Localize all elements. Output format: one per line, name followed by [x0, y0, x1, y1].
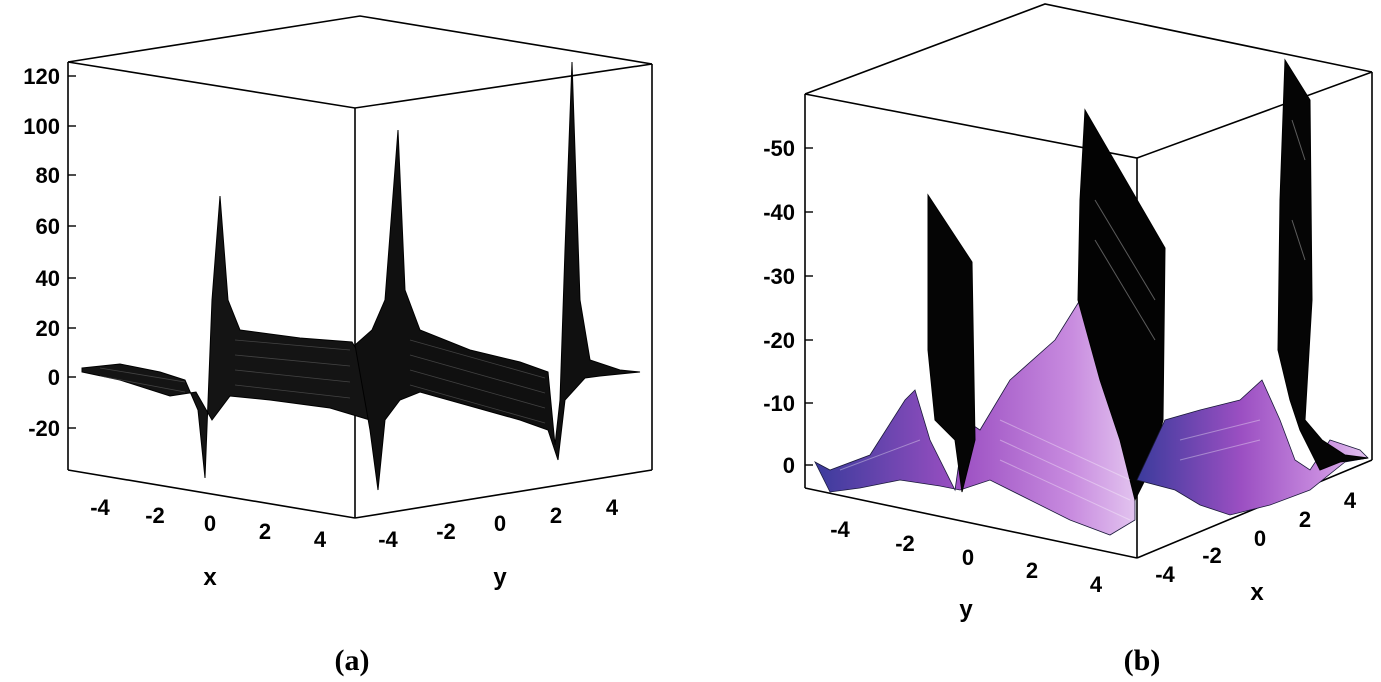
panel-b-z-tick-labels: -50 -40 -30 -20 -10 0 — [763, 136, 795, 478]
z-tick-label: -50 — [763, 136, 795, 161]
panel-b-z-axis-ticks — [805, 147, 813, 466]
x-tick-label: 0 — [204, 511, 216, 536]
surface-b-dark-wall-1 — [927, 193, 976, 493]
y-tick-label: 0 — [494, 511, 506, 536]
z-tick-label: 120 — [23, 64, 60, 89]
y-axis-label: y — [959, 596, 973, 623]
z-tick-label: -40 — [763, 200, 795, 225]
x-axis-label: x — [203, 564, 217, 591]
z-tick-label: 60 — [36, 214, 60, 239]
z-tick-label: -20 — [763, 328, 795, 353]
x-tick-label: 0 — [1254, 526, 1266, 551]
surface-b-right-face — [1136, 379, 1369, 516]
y-tick-label: 2 — [550, 503, 562, 528]
panel-b-y-tick-labels: -4 -2 0 2 4 — [830, 517, 1103, 597]
y-tick-label: 4 — [606, 495, 619, 520]
z-tick-label: 100 — [23, 114, 60, 139]
z-tick-label: 40 — [36, 266, 60, 291]
surface-b-dark-wall-2 — [1077, 108, 1166, 502]
x-tick-label: 4 — [1344, 488, 1357, 513]
x-tick-label: -2 — [145, 503, 165, 528]
x-tick-label: 2 — [259, 519, 271, 544]
x-tick-label: -2 — [1202, 543, 1222, 568]
z-tick-label: -10 — [763, 391, 795, 416]
x-tick-label: 4 — [314, 527, 327, 552]
z-tick-label: -20 — [28, 416, 60, 441]
y-axis-label: y — [493, 564, 507, 591]
surface-a-left-face — [81, 195, 379, 479]
y-tick-label: -4 — [378, 527, 398, 552]
x-axis-label: x — [1250, 579, 1264, 606]
y-tick-label: -4 — [830, 517, 850, 542]
panel-b: -50 -40 -30 -20 -10 0 — [763, 3, 1373, 677]
z-tick-label: 80 — [36, 163, 60, 188]
surface-a-mesh — [99, 339, 546, 424]
panel-a-surface — [81, 61, 641, 491]
panel-a-x-tick-labels: -4 -2 0 2 4 — [90, 495, 327, 552]
y-tick-label: 0 — [962, 545, 974, 570]
surface-b-dark-wall-3 — [1277, 58, 1369, 471]
surface-b-mesh — [839, 119, 1306, 521]
panel-b-caption: (b) — [1124, 644, 1161, 677]
panel-a-box — [67, 15, 653, 519]
panel-a-z-tick-labels: 120 100 80 60 40 20 0 -20 — [23, 64, 60, 441]
y-tick-label: -2 — [436, 519, 456, 544]
y-tick-label: 2 — [1026, 558, 1038, 583]
z-tick-label: 0 — [783, 453, 795, 478]
z-tick-label: 0 — [48, 365, 60, 390]
z-tick-label: 20 — [36, 316, 60, 341]
panel-b-surface — [814, 58, 1369, 536]
surface-a-right-face — [354, 61, 641, 491]
y-tick-label: -2 — [895, 531, 915, 556]
panel-a: 120 100 80 60 40 20 0 -20 — [23, 15, 653, 677]
panel-a-caption: (a) — [335, 644, 370, 677]
y-tick-label: 4 — [1090, 572, 1103, 597]
x-tick-label: -4 — [1155, 562, 1175, 587]
panel-a-z-axis-ticks — [68, 75, 76, 429]
x-tick-label: -4 — [90, 495, 110, 520]
panel-b-x-tick-labels: -4 -2 0 2 4 — [1155, 488, 1357, 587]
panel-a-y-tick-labels: -4 -2 0 2 4 — [378, 495, 619, 552]
z-tick-label: -30 — [763, 264, 795, 289]
x-tick-label: 2 — [1299, 507, 1311, 532]
